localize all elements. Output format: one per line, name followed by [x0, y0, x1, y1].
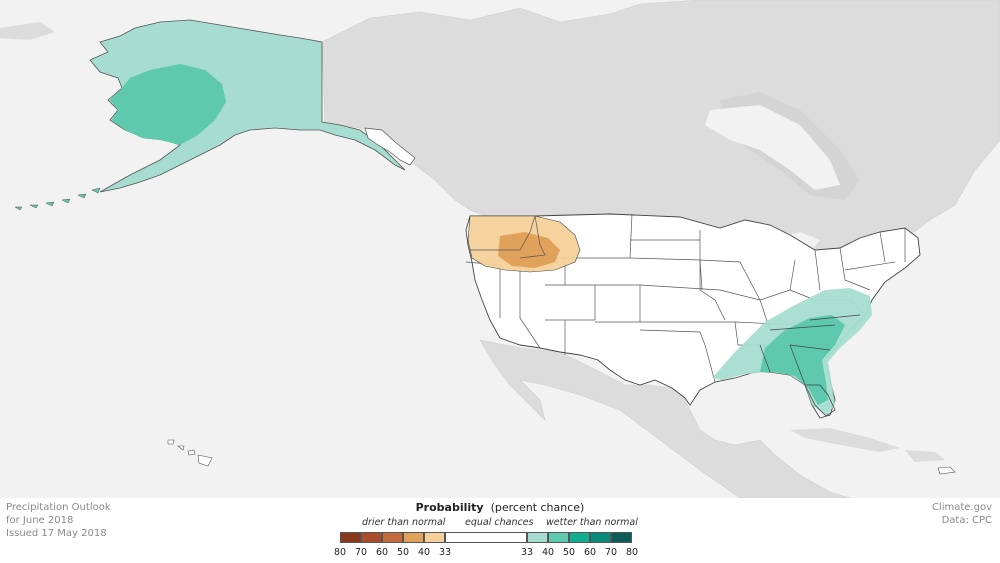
- legend-title: Probability (percent chance): [0, 501, 1000, 514]
- legend-swatch-dry: [424, 532, 445, 543]
- outlook-period: for June 2018: [6, 515, 74, 526]
- legend-tick-wet: 60: [583, 547, 597, 558]
- legend-title-rest: (percent chance): [490, 501, 585, 514]
- cuba: [790, 428, 900, 452]
- legend-tick-wet: 50: [562, 547, 576, 558]
- legend-drier-label: drier than normal: [362, 517, 446, 528]
- hawaii: [167, 439, 213, 467]
- legend-swatch-dry: [361, 532, 382, 543]
- outlook-info: Precipitation Outlook for June 2018 Issu…: [6, 501, 111, 540]
- credits: Climate.gov Data: CPC: [932, 501, 992, 527]
- legend-swatch-dry: [403, 532, 424, 543]
- legend-swatch-equal: [445, 532, 527, 543]
- outlook-issued: Issued 17 May 2018: [6, 528, 107, 539]
- legend-tick-dry: 50: [396, 547, 410, 558]
- legend-swatch-dry: [382, 532, 403, 543]
- hispaniola: [905, 450, 945, 462]
- outlook-title: Precipitation Outlook: [6, 502, 111, 513]
- legend-tick-dry: 80: [333, 547, 347, 558]
- legend-wetter-label: wetter than normal: [546, 517, 638, 528]
- legend-tick-wet: 80: [625, 547, 639, 558]
- legend-title-bold: Probability: [415, 501, 484, 514]
- southeast-state-lines: [759, 314, 861, 386]
- legend-tick-wet: 70: [604, 547, 618, 558]
- legend-swatch-wet: [590, 532, 611, 543]
- legend-swatch-wet: [527, 532, 548, 543]
- legend-swatch-wet: [611, 532, 632, 543]
- alaska-wetter-40-50: [110, 64, 226, 145]
- legend-tick-dry: 70: [354, 547, 368, 558]
- legend-swatch-wet: [569, 532, 590, 543]
- alaska-panhandle: [364, 127, 416, 166]
- northwest-drier-40-50: [498, 232, 560, 268]
- footer: Precipitation Outlook for June 2018 Issu…: [0, 498, 1000, 563]
- florida: [804, 384, 836, 417]
- legend-tick-dry: 60: [375, 547, 389, 558]
- southeast-wetter-40-50: [760, 315, 845, 405]
- legend-tick-dry: 33: [438, 547, 452, 558]
- credit-source: Climate.gov: [931, 502, 992, 513]
- legend-tick-wet: 40: [541, 547, 555, 558]
- legend-tick-dry: 40: [417, 547, 431, 558]
- credit-data: Data: CPC: [941, 515, 992, 526]
- legend-swatch-wet: [548, 532, 569, 543]
- legend-swatch-dry: [340, 532, 361, 543]
- legend-equal-label: equal chances: [465, 517, 534, 528]
- hudson-bay: [705, 105, 840, 190]
- outlook-map: [0, 0, 1000, 498]
- mexico-landmass: [479, 339, 851, 498]
- arctic-island: [0, 22, 55, 40]
- northwest-state-lines: [470, 215, 546, 259]
- legend-tick-wet: 33: [520, 547, 534, 558]
- alaska: [89, 19, 406, 193]
- aleutian-islands: [14, 187, 101, 211]
- puerto-rico: [937, 466, 956, 475]
